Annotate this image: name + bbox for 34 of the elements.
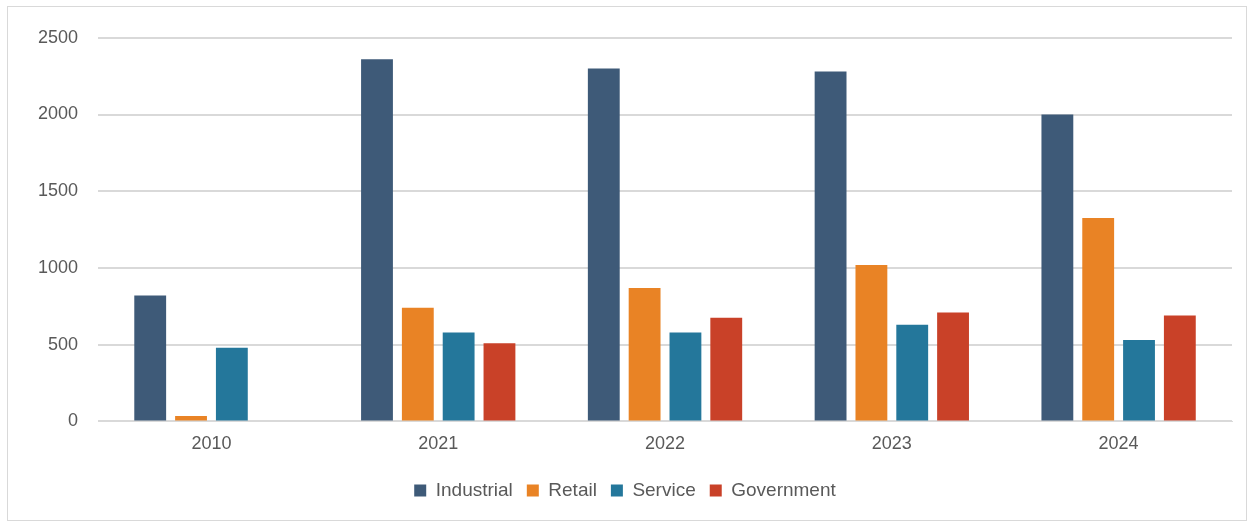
legend-label: Industrial [435, 478, 513, 500]
bar [937, 312, 969, 421]
bar [669, 332, 702, 421]
bar [134, 295, 167, 421]
bar [401, 307, 434, 421]
legend-label: Government [731, 478, 837, 500]
bar [175, 416, 207, 421]
y-tick-label: 1500 [38, 180, 79, 201]
bar [442, 332, 475, 421]
bar [1082, 218, 1115, 421]
legend-label: Service [632, 478, 696, 500]
bar [1123, 340, 1155, 421]
x-tick-label: 2021 [418, 433, 459, 454]
bar [710, 317, 743, 421]
bar [1041, 114, 1074, 421]
y-tick-label: 2500 [38, 26, 79, 47]
y-tick-label: 1000 [38, 256, 79, 277]
bar [855, 264, 888, 421]
y-tick-label: 2000 [38, 103, 79, 124]
bar [483, 343, 516, 421]
y-tick-label: 0 [68, 410, 79, 431]
bar [1163, 315, 1196, 421]
bar [215, 347, 248, 421]
bar [896, 324, 929, 421]
bar [628, 287, 661, 421]
x-tick-label: 2010 [191, 433, 232, 454]
bar [814, 71, 847, 421]
bar [361, 59, 393, 421]
bar [587, 68, 620, 421]
x-tick-label: 2023 [871, 433, 912, 454]
x-tick-label: 2024 [1098, 433, 1139, 454]
x-tick-label: 2022 [645, 433, 686, 454]
y-tick-label: 500 [48, 333, 79, 354]
legend-label: Retail [548, 478, 597, 500]
